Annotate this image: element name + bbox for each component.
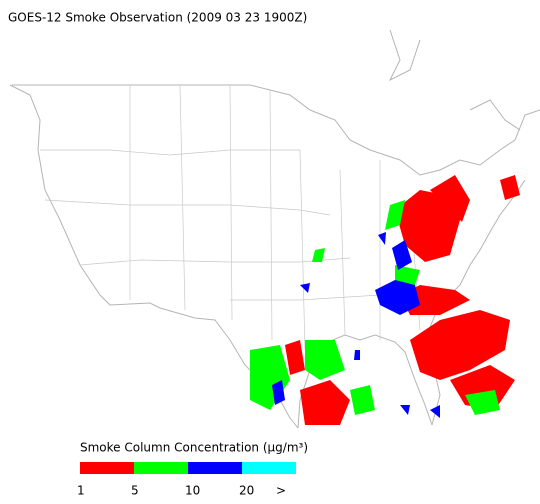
smoke-area — [250, 200, 500, 415]
colorbar-segment — [80, 462, 134, 474]
colorbar-tick-label: 5 — [131, 484, 139, 498]
colorbar: 1 5 10 20 > — [77, 462, 296, 498]
smoke-areas — [250, 175, 520, 425]
colorbar-segment — [242, 462, 296, 474]
map-title: GOES-12 Smoke Observation (2009 03 23 19… — [8, 11, 307, 25]
colorbar-segment — [188, 462, 242, 474]
colorbar-tick-label: 20 — [239, 484, 254, 498]
colorbar-tick-label: 10 — [185, 484, 200, 498]
colorbar-segment — [134, 462, 188, 474]
colorbar-tick-label: 1 — [77, 484, 85, 498]
colorbar-label: Smoke Column Concentration (μg/m³) — [80, 441, 308, 455]
colorbar-overflow-label: > — [276, 484, 286, 498]
